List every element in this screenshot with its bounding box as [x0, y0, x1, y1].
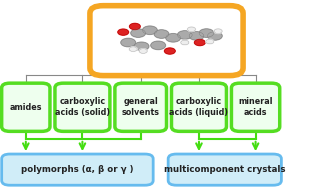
FancyBboxPatch shape — [171, 83, 226, 131]
Circle shape — [151, 41, 166, 50]
Circle shape — [118, 29, 129, 35]
Text: polymorphs (α, β or γ ): polymorphs (α, β or γ ) — [21, 165, 134, 174]
Circle shape — [181, 40, 189, 45]
Circle shape — [199, 29, 214, 37]
FancyBboxPatch shape — [55, 83, 110, 131]
Circle shape — [154, 30, 169, 38]
Circle shape — [143, 26, 157, 34]
Circle shape — [130, 23, 140, 29]
Circle shape — [189, 32, 204, 40]
Circle shape — [121, 38, 136, 47]
Circle shape — [166, 34, 180, 42]
Circle shape — [129, 47, 137, 51]
Circle shape — [187, 27, 195, 32]
Circle shape — [134, 42, 149, 50]
Text: carboxylic
acids (liquid): carboxylic acids (liquid) — [169, 97, 228, 117]
Circle shape — [214, 29, 222, 33]
FancyBboxPatch shape — [2, 154, 153, 185]
Text: mineral
acids: mineral acids — [238, 97, 273, 117]
Circle shape — [206, 39, 214, 44]
FancyBboxPatch shape — [90, 6, 243, 76]
FancyBboxPatch shape — [2, 83, 50, 131]
Text: amides: amides — [10, 103, 42, 112]
Text: carboxylic
acids (solid): carboxylic acids (solid) — [55, 97, 110, 117]
FancyBboxPatch shape — [115, 83, 166, 131]
FancyBboxPatch shape — [231, 83, 280, 131]
Text: multicomponent crystals: multicomponent crystals — [164, 165, 285, 174]
Text: general
solvents: general solvents — [122, 97, 160, 117]
Circle shape — [139, 49, 147, 53]
Circle shape — [131, 29, 146, 37]
Circle shape — [177, 31, 192, 39]
FancyBboxPatch shape — [168, 154, 281, 185]
Circle shape — [194, 40, 205, 46]
Circle shape — [165, 48, 175, 54]
Circle shape — [207, 32, 222, 40]
